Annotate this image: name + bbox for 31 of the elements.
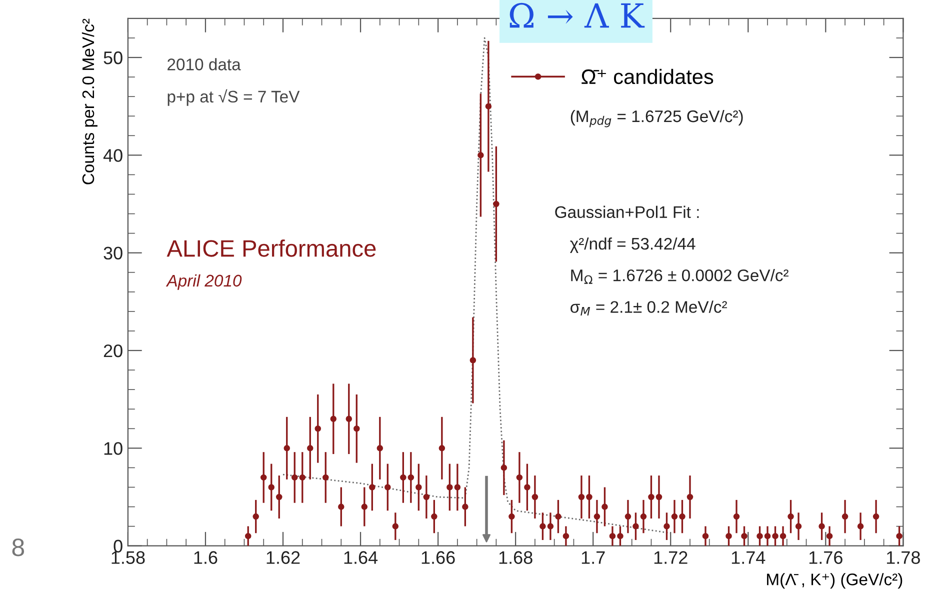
x-tick-label: 1.6 xyxy=(194,551,218,564)
annotation: χ²/ndf = 53.42/44 xyxy=(570,237,696,253)
x-axis-title: M(Λ̄ , K⁺) (GeV/c²) xyxy=(767,573,902,589)
annotation: σ$_{M}$ = 2.1± 0.2 MeV/c² xyxy=(570,300,728,316)
x-tick-label: 1.58 xyxy=(112,551,145,564)
annotation: 2010 data xyxy=(168,58,241,70)
y-tick-label: 40 xyxy=(103,149,122,162)
x-tick-label: 1.74 xyxy=(732,551,766,564)
x-tick-label: 1.68 xyxy=(499,551,532,564)
y-tick-label: 20 xyxy=(104,344,122,358)
y-tick-label: 10 xyxy=(104,442,122,455)
x-tick-label: 1.78 xyxy=(886,551,920,564)
text: 8 xyxy=(12,538,24,556)
legend-label: Ω̄⁺ candidates xyxy=(582,68,714,84)
annotation: (M$_{pdg}$ = 1.6725 GeV/c²) xyxy=(570,110,743,128)
x-tick-label: 1.7 xyxy=(582,551,605,564)
x-tick-label: 1.66 xyxy=(422,551,455,564)
y-tick-label: 50 xyxy=(104,51,122,64)
annotation: M$_{Ω}$ = 1.6726 ± 0.0002 GeV/c² xyxy=(571,269,788,284)
y-tick-label: 0 xyxy=(114,540,122,553)
annotation: p+p at √S = 7 TeV xyxy=(168,89,300,106)
x-tick-label: 1.64 xyxy=(344,551,378,564)
x-tick-label: 1.62 xyxy=(266,551,300,564)
annotation: ALICE Performance xyxy=(166,240,376,257)
y-axis-title: Counts per 2.0 MeV/c² xyxy=(82,18,98,184)
x-tick-label: 1.76 xyxy=(809,551,842,564)
y-tick-label: 30 xyxy=(104,246,122,260)
x-tick-label: 1.72 xyxy=(654,551,688,564)
annotation: April 2010 xyxy=(166,274,242,290)
annotation: Gaussian+Pol1 Fit : xyxy=(555,206,699,218)
chart-title: Ω → Λ K xyxy=(510,2,645,28)
